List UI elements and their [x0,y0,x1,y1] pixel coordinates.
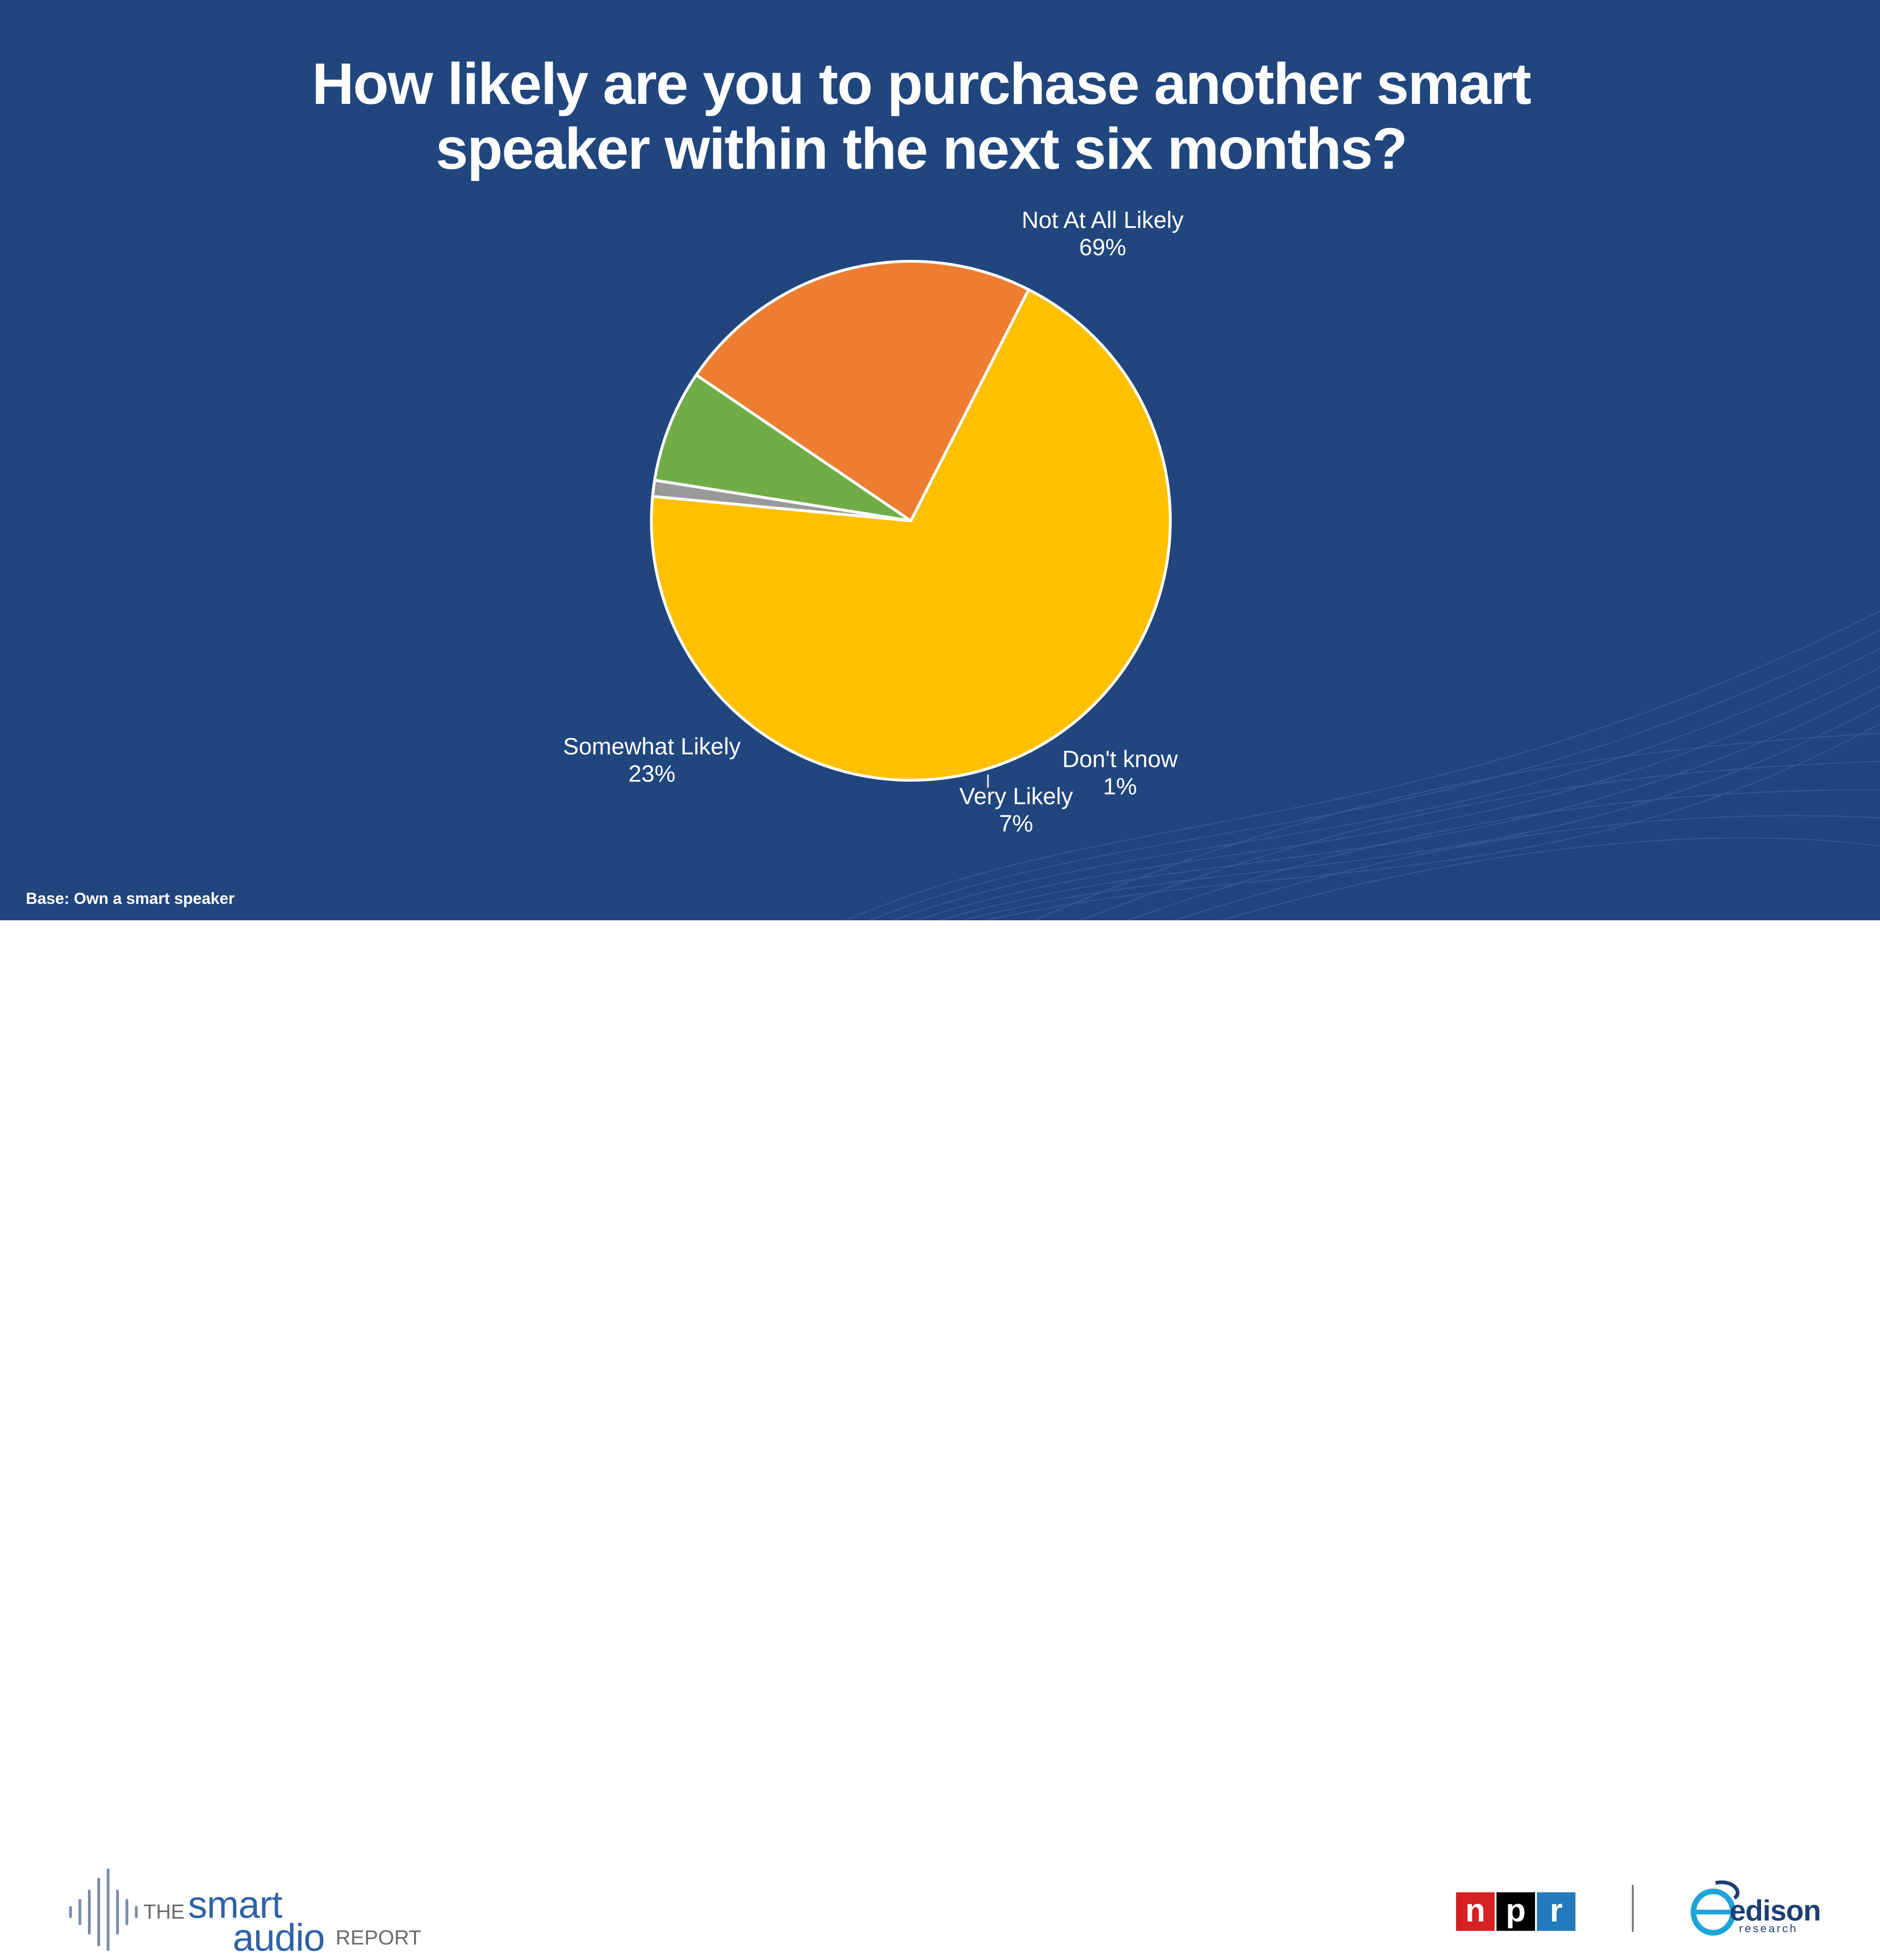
npr-logo-p: p [1496,1892,1535,1931]
edison-logo-sub: research [1739,1922,1798,1935]
decorative-wave-lines [846,611,1880,920]
pie-slice-not-at-all-likely [650,288,1172,782]
base-note: Base: Own a smart speaker [26,890,235,908]
data-label-very-likely-value: 7% [999,810,1033,837]
data-label-very-likely-name: Very Likely [959,783,1073,809]
title-line-1: How likely are you to purchase another s… [312,52,1532,117]
pie-slice-very-likely [653,373,912,522]
data-label-don-t-know-value: 1% [1103,773,1137,800]
npr-logo-r: r [1537,1892,1575,1931]
data-label-not-at-all-likely-name: Not At All Likely [1022,207,1184,233]
npr-logo: n p r [1456,1892,1577,1931]
slide-title: How likely are you to purchase another s… [235,52,1607,181]
data-label-somewhat-likely-name: Somewhat Likely [563,733,741,760]
slide-background: How likely are you to purchase another s… [0,0,1880,920]
data-label-somewhat-likely-value: 23% [628,760,675,787]
footer: THE smart audio REPORT n p r edison rese… [0,920,1880,1959]
sar-logo-the: THE [143,1900,185,1923]
pie-slice-somewhat-likely [695,260,1030,522]
npr-logo-n: n [1456,1892,1495,1931]
sar-logo-audio: audio [233,1916,325,1959]
logo-divider [1632,1885,1634,1932]
data-label-not-at-all-likely-value: 69% [1079,234,1126,260]
data-label-don-t-know-name: Don't know [1062,746,1178,772]
sar-logo-report: REPORT [336,1926,422,1949]
title-line-2: speaker within the next six months? [435,117,1408,181]
